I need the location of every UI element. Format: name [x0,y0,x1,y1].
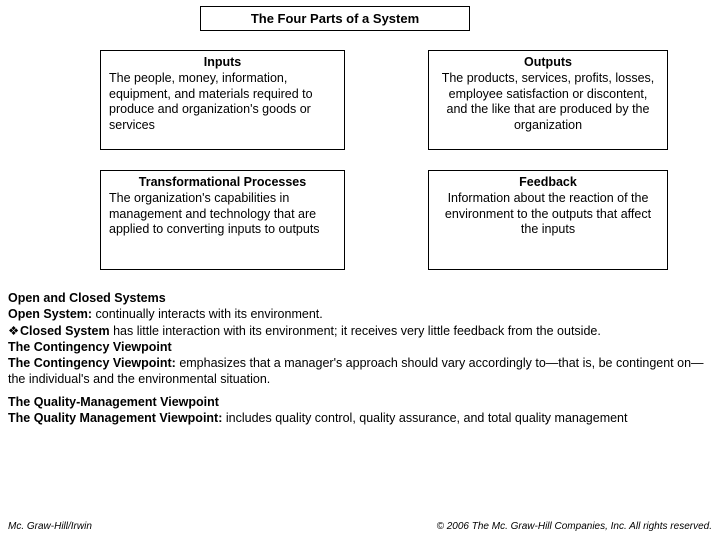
box-feedback-body: Information about the reaction of the en… [437,191,659,238]
box-processes-body: The organization's capabilities in manag… [109,191,336,238]
page-title: The Four Parts of a System [200,6,470,31]
box-outputs-title: Outputs [437,55,659,69]
quality-heading: The Quality-Management Viewpoint [8,395,219,409]
closed-system-label: Closed System [20,324,110,338]
quality-text: includes quality control, quality assura… [222,411,627,425]
notes-heading-1: Open and Closed Systems [8,291,166,305]
box-feedback: Feedback Information about the reaction … [428,170,668,270]
box-processes: Transformational Processes The organizat… [100,170,345,270]
footer-left: Mc. Graw-Hill/Irwin [8,521,92,532]
footer: Mc. Graw-Hill/Irwin © 2006 The Mc. Graw-… [8,521,712,532]
footer-right: © 2006 The Mc. Graw-Hill Companies, Inc.… [437,521,712,532]
box-inputs: Inputs The people, money, information, e… [100,50,345,150]
notes-section: Open and Closed Systems Open System: con… [8,290,712,426]
box-outputs-body: The products, services, profits, losses,… [437,71,659,134]
box-outputs: Outputs The products, services, profits,… [428,50,668,150]
box-feedback-title: Feedback [437,175,659,189]
quality-label: The Quality Management Viewpoint: [8,411,222,425]
open-system-label: Open System: [8,307,92,321]
open-system-text: continually interacts with its environme… [92,307,323,321]
contingency-label: The Contingency Viewpoint: [8,356,176,370]
box-processes-title: Transformational Processes [109,175,336,189]
bullet-icon: ❖ [8,323,20,339]
contingency-heading: The Contingency Viewpoint [8,340,172,354]
box-inputs-title: Inputs [109,55,336,69]
box-inputs-body: The people, money, information, equipmen… [109,71,336,134]
closed-system-text: has little interaction with its environm… [110,324,601,338]
